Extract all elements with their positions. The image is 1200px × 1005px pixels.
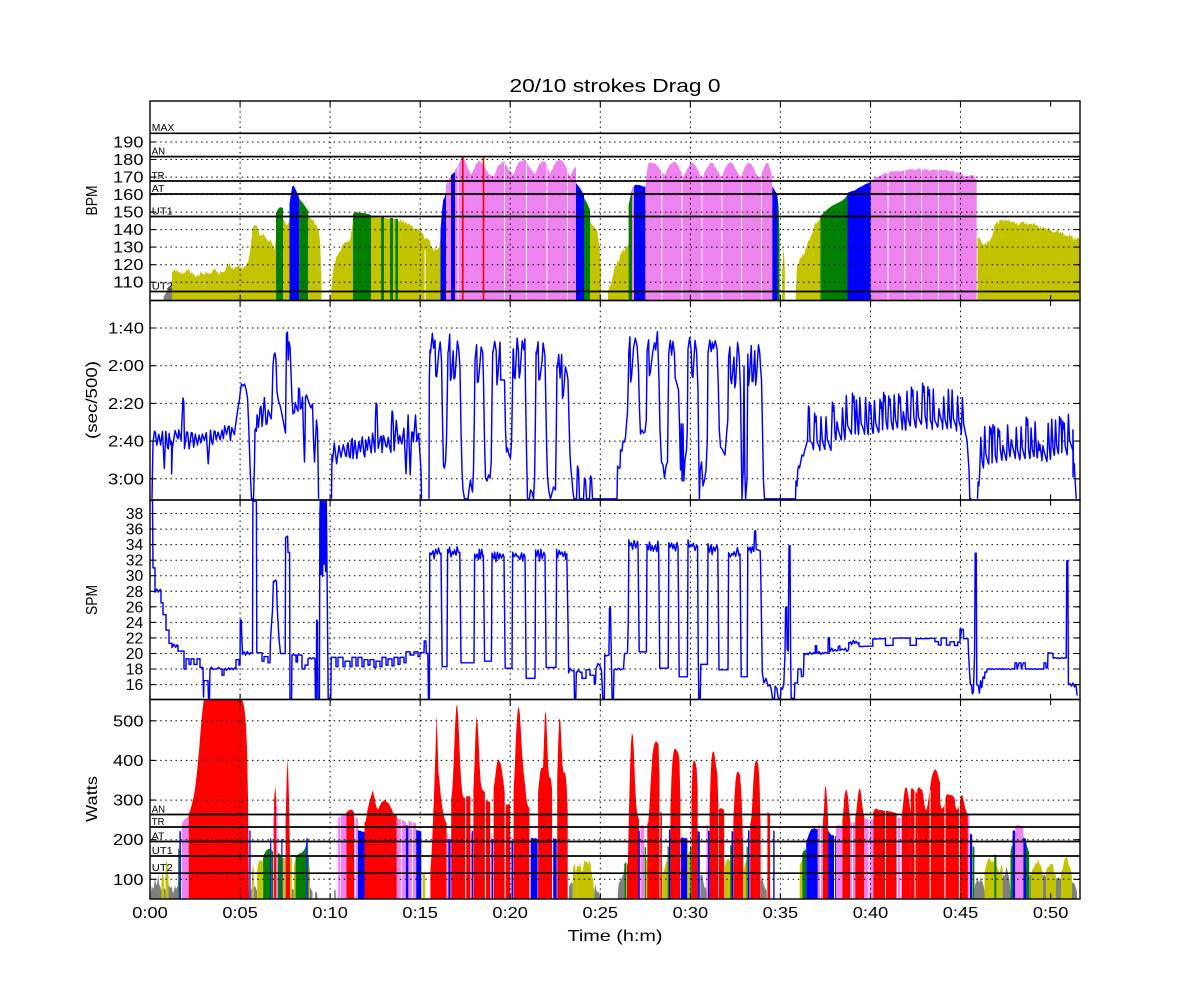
svg-text:2:00: 2:00: [108, 358, 144, 375]
svg-text:MAX: MAX: [152, 123, 175, 134]
svg-text:0:20: 0:20: [492, 905, 528, 922]
svg-text:130: 130: [113, 240, 144, 257]
svg-text:20: 20: [126, 646, 144, 663]
svg-text:0:40: 0:40: [853, 905, 889, 922]
svg-text:BPM: BPM: [84, 186, 101, 216]
svg-text:28: 28: [126, 584, 144, 601]
svg-text:2:40: 2:40: [108, 434, 144, 451]
svg-text:200: 200: [113, 832, 144, 849]
svg-text:0:35: 0:35: [763, 905, 799, 922]
svg-text:16: 16: [126, 677, 144, 694]
svg-text:22: 22: [126, 630, 144, 647]
svg-text:110: 110: [113, 275, 144, 292]
svg-text:(sec/500): (sec/500): [84, 361, 101, 439]
svg-text:AT: AT: [152, 184, 165, 195]
svg-text:26: 26: [126, 599, 144, 616]
svg-text:2:20: 2:20: [108, 396, 144, 413]
svg-text:0:15: 0:15: [402, 905, 438, 922]
svg-text:300: 300: [113, 793, 144, 810]
svg-text:150: 150: [113, 205, 144, 222]
svg-text:0:30: 0:30: [673, 905, 709, 922]
svg-text:0:50: 0:50: [1033, 905, 1069, 922]
svg-text:140: 140: [113, 222, 144, 239]
svg-text:32: 32: [126, 553, 144, 570]
svg-text:3:00: 3:00: [108, 471, 144, 488]
svg-text:UT2: UT2: [152, 863, 173, 874]
svg-text:36: 36: [126, 522, 144, 539]
svg-text:Time (h:m): Time (h:m): [568, 928, 663, 945]
svg-text:30: 30: [126, 568, 144, 585]
svg-text:0:45: 0:45: [943, 905, 979, 922]
svg-text:Watts: Watts: [84, 776, 101, 822]
svg-text:38: 38: [126, 506, 144, 523]
svg-text:AN: AN: [152, 146, 165, 157]
svg-text:18: 18: [126, 662, 144, 679]
svg-text:1:40: 1:40: [108, 321, 144, 338]
svg-text:0:05: 0:05: [222, 905, 258, 922]
svg-text:100: 100: [113, 872, 144, 889]
svg-text:400: 400: [113, 753, 144, 770]
svg-text:UT1: UT1: [152, 846, 173, 857]
svg-text:24: 24: [126, 615, 144, 632]
svg-text:190: 190: [113, 135, 144, 152]
svg-text:160: 160: [113, 187, 144, 204]
svg-text:SPM: SPM: [84, 585, 101, 615]
svg-text:0:25: 0:25: [583, 905, 619, 922]
svg-text:AT: AT: [152, 831, 165, 842]
svg-text:120: 120: [113, 257, 144, 274]
svg-text:0:00: 0:00: [132, 905, 168, 922]
svg-text:TR: TR: [152, 171, 165, 182]
svg-text:20/10 strokes Drag 0: 20/10 strokes Drag 0: [510, 76, 721, 96]
svg-text:180: 180: [113, 152, 144, 169]
svg-text:AN: AN: [152, 804, 165, 815]
svg-text:UT1: UT1: [152, 206, 173, 217]
svg-text:170: 170: [113, 170, 144, 187]
svg-text:34: 34: [126, 537, 144, 554]
svg-text:TR: TR: [152, 817, 165, 828]
svg-text:UT2: UT2: [152, 281, 173, 292]
svg-text:500: 500: [113, 713, 144, 730]
svg-text:0:10: 0:10: [312, 905, 348, 922]
